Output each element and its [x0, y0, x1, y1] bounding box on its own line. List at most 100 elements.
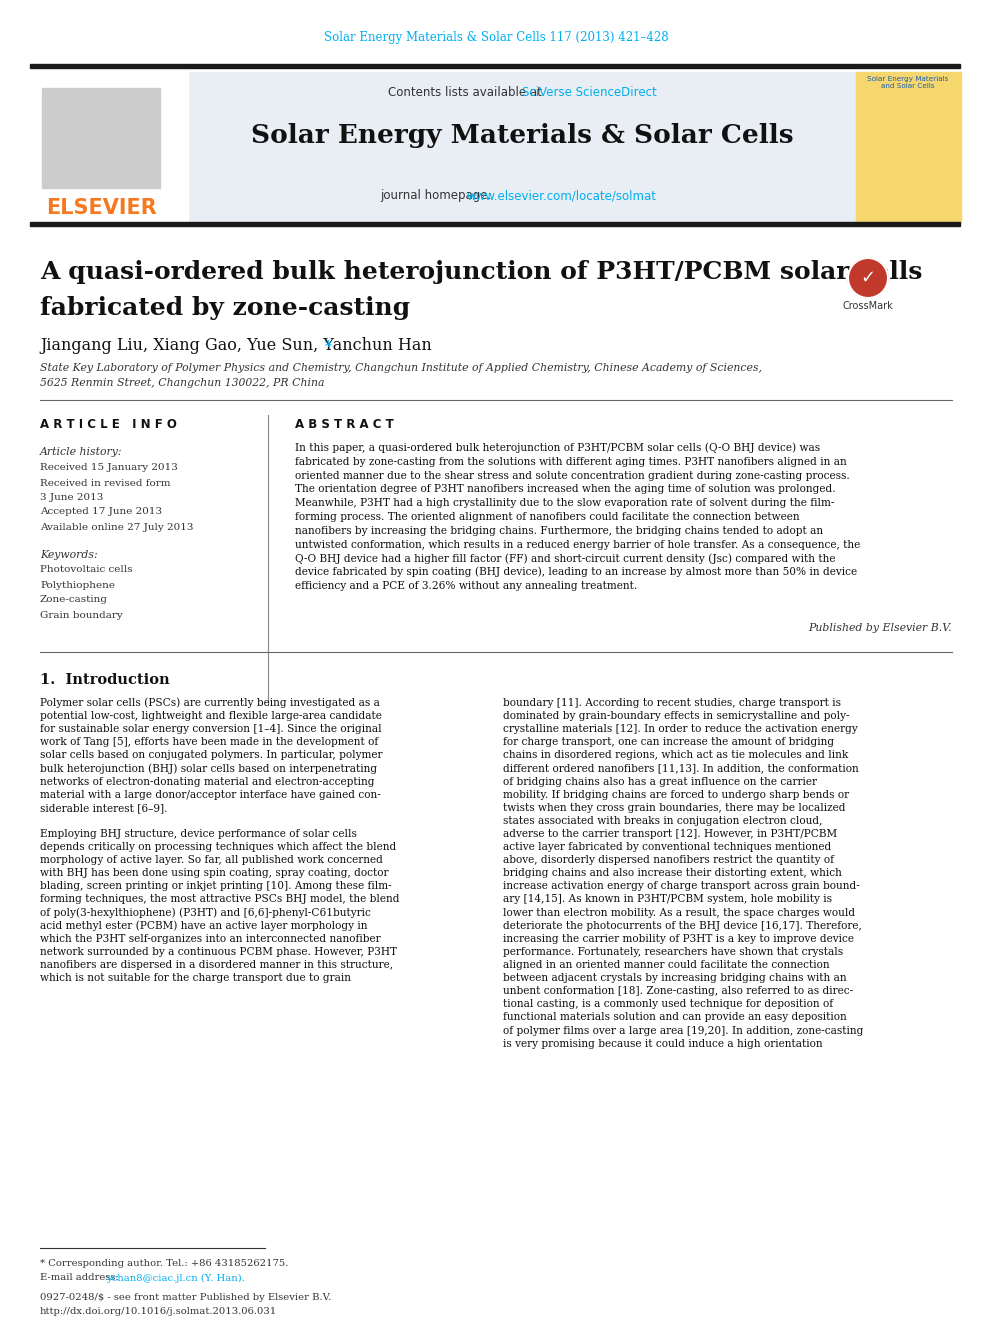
Text: A R T I C L E   I N F O: A R T I C L E I N F O [40, 418, 177, 431]
Text: of polymer films over a large area [19,20]. In addition, zone-casting: of polymer films over a large area [19,2… [503, 1025, 863, 1036]
Text: ary [14,15]. As known in P3HT/PCBM system, hole mobility is: ary [14,15]. As known in P3HT/PCBM syste… [503, 894, 832, 905]
Text: nanofibers by increasing the bridging chains. Furthermore, the bridging chains t: nanofibers by increasing the bridging ch… [295, 525, 823, 536]
Bar [30, 64, 960, 67]
Circle shape [848, 258, 888, 298]
Bar [856, 71, 961, 222]
Text: ELSEVIER: ELSEVIER [46, 198, 157, 218]
Text: solar cells based on conjugated polymers. In particular, polymer: solar cells based on conjugated polymers… [40, 750, 383, 761]
Text: Contents lists available at: Contents lists available at [388, 86, 546, 98]
Text: bridging chains and also increase their distorting extent, which: bridging chains and also increase their … [503, 868, 842, 878]
Text: nanofibers are dispersed in a disordered manner in this structure,: nanofibers are dispersed in a disordered… [40, 960, 393, 970]
Text: above, disorderly dispersed nanofibers restrict the quantity of: above, disorderly dispersed nanofibers r… [503, 855, 834, 865]
Text: which is not suitable for the charge transport due to grain: which is not suitable for the charge tra… [40, 974, 351, 983]
Text: siderable interest [6–9].: siderable interest [6–9]. [40, 803, 168, 812]
Text: different ordered nanofibers [11,13]. In addition, the conformation: different ordered nanofibers [11,13]. In… [503, 763, 859, 774]
Text: efficiency and a PCE of 3.26% without any annealing treatment.: efficiency and a PCE of 3.26% without an… [295, 581, 637, 591]
Text: 0927-0248/$ - see front matter Published by Elsevier B.V.: 0927-0248/$ - see front matter Published… [40, 1294, 331, 1303]
Text: A quasi-ordered bulk heterojunction of P3HT/PCBM solar cells: A quasi-ordered bulk heterojunction of P… [40, 261, 923, 284]
Text: network surrounded by a continuous PCBM phase. However, P3HT: network surrounded by a continuous PCBM … [40, 947, 397, 957]
Text: unbent conformation [18]. Zone-casting, also referred to as direc-: unbent conformation [18]. Zone-casting, … [503, 986, 853, 996]
Text: Available online 27 July 2013: Available online 27 July 2013 [40, 523, 193, 532]
Text: potential low-cost, lightweight and flexible large-area candidate: potential low-cost, lightweight and flex… [40, 710, 382, 721]
Text: Q-O BHJ device had a higher fill factor (FF) and short-circuit current density (: Q-O BHJ device had a higher fill factor … [295, 553, 835, 564]
Text: for charge transport, one can increase the amount of bridging: for charge transport, one can increase t… [503, 737, 834, 747]
Text: boundary [11]. According to recent studies, charge transport is: boundary [11]. According to recent studi… [503, 699, 841, 708]
Text: Meanwhile, P3HT had a high crystallinity due to the slow evaporation rate of sol: Meanwhile, P3HT had a high crystallinity… [295, 499, 834, 508]
Text: www.elsevier.com/locate/solmat: www.elsevier.com/locate/solmat [466, 189, 657, 202]
Text: Jiangang Liu, Xiang Gao, Yue Sun, Yanchun Han: Jiangang Liu, Xiang Gao, Yue Sun, Yanchu… [40, 336, 432, 353]
Text: ✓: ✓ [860, 269, 876, 287]
Text: morphology of active layer. So far, all published work concerned: morphology of active layer. So far, all … [40, 855, 383, 865]
Text: forming process. The oriented alignment of nanofibers could facilitate the conne: forming process. The oriented alignment … [295, 512, 800, 523]
Text: adverse to the carrier transport [12]. However, in P3HT/PCBM: adverse to the carrier transport [12]. H… [503, 830, 837, 839]
Text: State Key Laboratory of Polymer Physics and Chemistry, Changchun Institute of Ap: State Key Laboratory of Polymer Physics … [40, 363, 762, 373]
Text: oriented manner due to the shear stress and solute concentration gradient during: oriented manner due to the shear stress … [295, 471, 850, 480]
Text: increase activation energy of charge transport across grain bound-: increase activation energy of charge tra… [503, 881, 860, 892]
Bar [42, 89, 160, 188]
Text: mobility. If bridging chains are forced to undergo sharp bends or: mobility. If bridging chains are forced … [503, 790, 849, 799]
Text: crystalline materials [12]. In order to reduce the activation energy: crystalline materials [12]. In order to … [503, 724, 858, 734]
Text: networks of electron-donating material and electron-accepting: networks of electron-donating material a… [40, 777, 375, 787]
Text: Photovoltaic cells: Photovoltaic cells [40, 565, 133, 574]
Text: 1.  Introduction: 1. Introduction [40, 673, 170, 687]
Text: ychan8@ciac.jl.cn (Y. Han).: ychan8@ciac.jl.cn (Y. Han). [105, 1274, 244, 1282]
Text: tional casting, is a commonly used technique for deposition of: tional casting, is a commonly used techn… [503, 999, 833, 1009]
Text: of bridging chains also has a great influence on the carrier: of bridging chains also has a great infl… [503, 777, 817, 787]
Text: CrossMark: CrossMark [842, 302, 894, 311]
Text: E-mail address:: E-mail address: [40, 1274, 122, 1282]
Text: increasing the carrier mobility of P3HT is a key to improve device: increasing the carrier mobility of P3HT … [503, 934, 854, 943]
Text: Accepted 17 June 2013: Accepted 17 June 2013 [40, 508, 162, 516]
Text: is very promising because it could induce a high orientation: is very promising because it could induc… [503, 1039, 822, 1049]
Text: dominated by grain-boundary effects in semicrystalline and poly-: dominated by grain-boundary effects in s… [503, 710, 849, 721]
Text: *: * [325, 340, 332, 355]
Bar [30, 222, 960, 226]
Text: fabricated by zone-casting: fabricated by zone-casting [40, 296, 410, 320]
Text: Polythiophene: Polythiophene [40, 581, 115, 590]
Text: between adjacent crystals by increasing bridging chains with an: between adjacent crystals by increasing … [503, 974, 846, 983]
Text: Received in revised form: Received in revised form [40, 479, 171, 487]
Text: work of Tang [5], efforts have been made in the development of: work of Tang [5], efforts have been made… [40, 737, 378, 747]
Text: Solar Energy Materials & Solar Cells 117 (2013) 421–428: Solar Energy Materials & Solar Cells 117… [323, 32, 669, 45]
Text: Solar Energy Materials & Solar Cells: Solar Energy Materials & Solar Cells [251, 123, 794, 147]
Text: states associated with breaks in conjugation electron cloud,: states associated with breaks in conjuga… [503, 816, 822, 826]
Text: with BHJ has been done using spin coating, spray coating, doctor: with BHJ has been done using spin coatin… [40, 868, 389, 878]
Text: Zone-casting: Zone-casting [40, 595, 108, 605]
Text: http://dx.doi.org/10.1016/j.solmat.2013.06.031: http://dx.doi.org/10.1016/j.solmat.2013.… [40, 1307, 277, 1316]
Text: Keywords:: Keywords: [40, 550, 97, 560]
Text: fabricated by zone-casting from the solutions with different aging times. P3HT n: fabricated by zone-casting from the solu… [295, 456, 847, 467]
Text: device fabricated by spin coating (BHJ device), leading to an increase by almost: device fabricated by spin coating (BHJ d… [295, 568, 857, 577]
Text: functional materials solution and can provide an easy deposition: functional materials solution and can pr… [503, 1012, 847, 1023]
Text: The orientation degree of P3HT nanofibers increased when the aging time of solut: The orientation degree of P3HT nanofiber… [295, 484, 835, 495]
Text: bulk heterojunction (BHJ) solar cells based on interpenetrating: bulk heterojunction (BHJ) solar cells ba… [40, 763, 377, 774]
Text: Grain boundary: Grain boundary [40, 610, 123, 619]
Text: depends critically on processing techniques which affect the blend: depends critically on processing techniq… [40, 843, 396, 852]
Text: Polymer solar cells (PSCs) are currently being investigated as a: Polymer solar cells (PSCs) are currently… [40, 697, 380, 708]
Text: Published by Elsevier B.V.: Published by Elsevier B.V. [808, 623, 952, 632]
Text: aligned in an oriented manner could facilitate the connection: aligned in an oriented manner could faci… [503, 960, 829, 970]
Text: SciVerse ScienceDirect: SciVerse ScienceDirect [523, 86, 657, 98]
Text: In this paper, a quasi-ordered bulk heterojunction of P3HT/PCBM solar cells (Q-O: In this paper, a quasi-ordered bulk hete… [295, 443, 820, 454]
Text: 3 June 2013: 3 June 2013 [40, 492, 103, 501]
Text: lower than electron mobility. As a result, the space charges would: lower than electron mobility. As a resul… [503, 908, 855, 918]
Text: acid methyl ester (PCBM) have an active layer morphology in: acid methyl ester (PCBM) have an active … [40, 921, 367, 931]
Text: which the P3HT self-organizes into an interconnected nanofiber: which the P3HT self-organizes into an in… [40, 934, 381, 943]
Text: active layer fabricated by conventional techniques mentioned: active layer fabricated by conventional … [503, 843, 831, 852]
Bar [30, 71, 188, 222]
Bar [188, 71, 856, 222]
Text: chains in disordered regions, which act as tie molecules and link: chains in disordered regions, which act … [503, 750, 848, 761]
Text: for sustainable solar energy conversion [1–4]. Since the original: for sustainable solar energy conversion … [40, 724, 382, 734]
Text: journal homepage:: journal homepage: [380, 189, 495, 202]
Text: 5625 Renmin Street, Changchun 130022, PR China: 5625 Renmin Street, Changchun 130022, PR… [40, 378, 324, 388]
Text: of poly(3-hexylthiophene) (P3HT) and [6,6]-phenyl-C61butyric: of poly(3-hexylthiophene) (P3HT) and [6,… [40, 908, 371, 918]
Text: twists when they cross grain boundaries, there may be localized: twists when they cross grain boundaries,… [503, 803, 845, 812]
Text: performance. Fortunately, researchers have shown that crystals: performance. Fortunately, researchers ha… [503, 947, 843, 957]
Text: Received 15 January 2013: Received 15 January 2013 [40, 463, 178, 472]
Text: blading, screen printing or inkjet printing [10]. Among these film-: blading, screen printing or inkjet print… [40, 881, 392, 892]
Text: A B S T R A C T: A B S T R A C T [295, 418, 394, 431]
Text: Employing BHJ structure, device performance of solar cells: Employing BHJ structure, device performa… [40, 830, 357, 839]
Text: Article history:: Article history: [40, 447, 122, 456]
Text: deteriorate the photocurrents of the BHJ device [16,17]. Therefore,: deteriorate the photocurrents of the BHJ… [503, 921, 862, 930]
Text: forming techniques, the most attractive PSCs BHJ model, the blend: forming techniques, the most attractive … [40, 894, 400, 905]
Text: * Corresponding author. Tel.: +86 43185262175.: * Corresponding author. Tel.: +86 431852… [40, 1259, 289, 1269]
Text: Solar Energy Materials
and Solar Cells: Solar Energy Materials and Solar Cells [867, 77, 948, 90]
